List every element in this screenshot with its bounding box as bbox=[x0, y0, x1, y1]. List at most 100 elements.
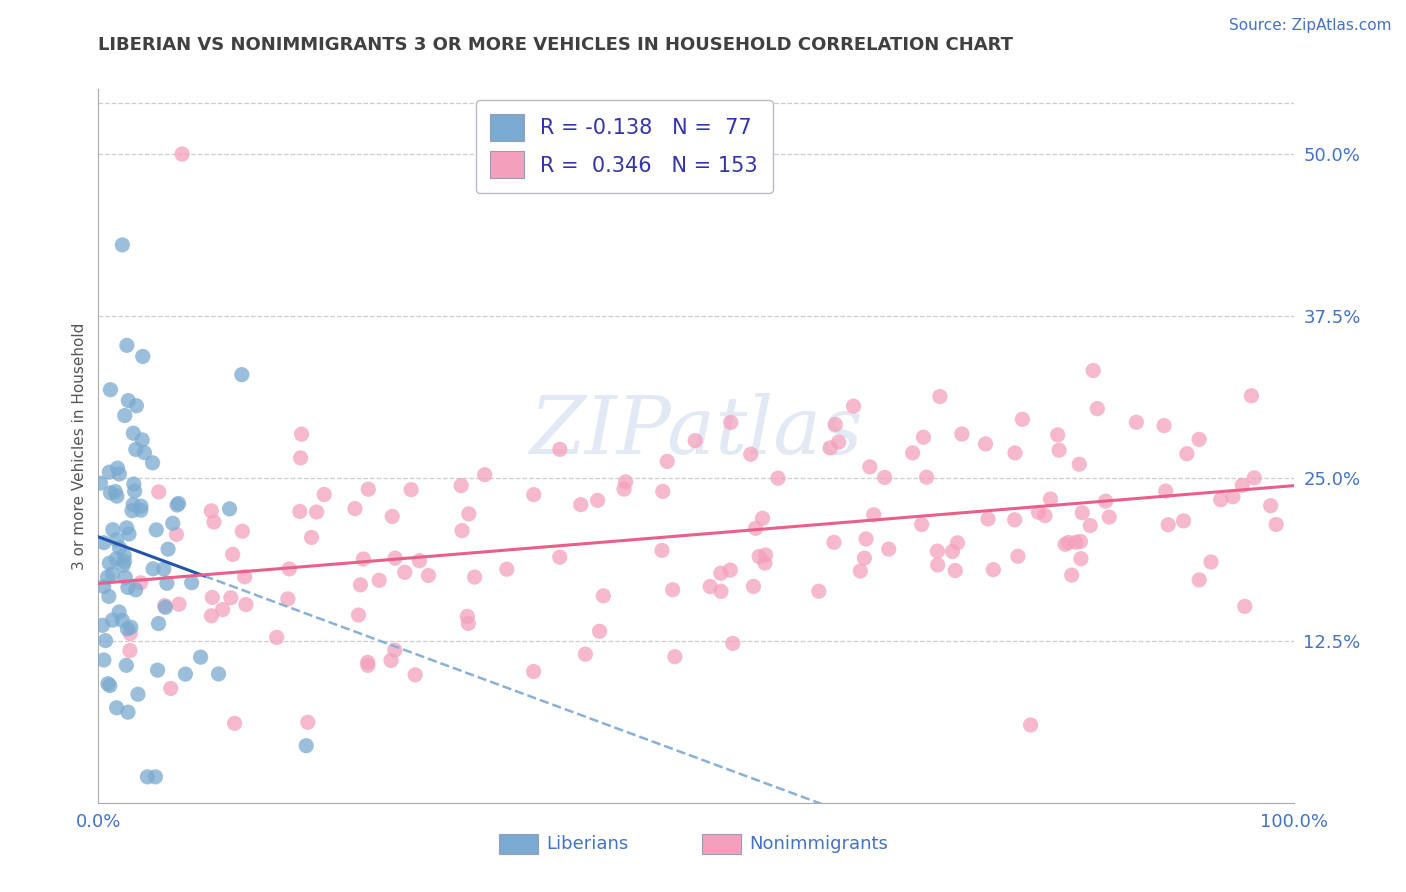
Point bbox=[1046, 428, 1069, 442]
Point bbox=[915, 470, 938, 484]
Point bbox=[134, 445, 156, 459]
Point bbox=[384, 643, 406, 657]
Point bbox=[153, 599, 176, 613]
Point bbox=[167, 496, 190, 510]
Point bbox=[523, 665, 546, 679]
Point bbox=[157, 542, 180, 557]
Point bbox=[927, 544, 949, 558]
Point bbox=[495, 562, 517, 576]
Point bbox=[710, 566, 733, 581]
Point bbox=[457, 507, 479, 521]
Point bbox=[352, 552, 374, 566]
Point bbox=[117, 622, 139, 636]
Point bbox=[127, 687, 149, 701]
Point bbox=[347, 607, 370, 622]
Point bbox=[166, 527, 188, 541]
Point bbox=[457, 616, 479, 631]
Point bbox=[1054, 537, 1077, 551]
Point bbox=[101, 566, 124, 581]
Point bbox=[301, 531, 323, 545]
Point bbox=[873, 470, 896, 484]
Point bbox=[1064, 535, 1087, 549]
Point bbox=[946, 536, 969, 550]
Point bbox=[569, 498, 592, 512]
Point bbox=[1071, 506, 1094, 520]
Point bbox=[233, 570, 256, 584]
Point bbox=[107, 461, 129, 475]
Point bbox=[136, 770, 159, 784]
Point bbox=[117, 705, 139, 719]
Point bbox=[101, 613, 124, 627]
Point bbox=[105, 489, 128, 503]
Point bbox=[190, 650, 212, 665]
Point bbox=[1188, 433, 1211, 447]
Point bbox=[105, 533, 128, 547]
Point bbox=[207, 667, 229, 681]
Point bbox=[200, 504, 222, 518]
Point bbox=[349, 578, 371, 592]
Point bbox=[974, 437, 997, 451]
Text: Liberians: Liberians bbox=[547, 835, 628, 853]
Point bbox=[115, 338, 138, 352]
FancyBboxPatch shape bbox=[702, 834, 741, 855]
Point bbox=[89, 476, 111, 491]
Point bbox=[124, 582, 146, 597]
Point bbox=[380, 653, 402, 667]
Point bbox=[1153, 418, 1175, 433]
Point bbox=[823, 535, 845, 549]
Text: LIBERIAN VS NONIMMIGRANTS 3 OR MORE VEHICLES IN HOUSEHOLD CORRELATION CHART: LIBERIAN VS NONIMMIGRANTS 3 OR MORE VEHI… bbox=[98, 36, 1014, 54]
Point bbox=[742, 579, 765, 593]
Point bbox=[174, 667, 197, 681]
Point bbox=[167, 597, 190, 611]
Point bbox=[343, 501, 366, 516]
Point bbox=[166, 498, 188, 512]
Point bbox=[592, 589, 614, 603]
Point bbox=[146, 663, 169, 677]
Point bbox=[305, 505, 328, 519]
Point bbox=[266, 631, 288, 645]
Point bbox=[111, 613, 134, 627]
Point bbox=[159, 681, 181, 696]
Point bbox=[96, 570, 118, 584]
Point bbox=[981, 563, 1004, 577]
Point bbox=[121, 503, 143, 517]
Point bbox=[1240, 389, 1263, 403]
Point bbox=[112, 549, 135, 563]
Point bbox=[399, 483, 422, 497]
Point bbox=[93, 580, 115, 594]
Text: Nonimmigrants: Nonimmigrants bbox=[749, 835, 889, 853]
Point bbox=[172, 147, 194, 161]
Point bbox=[657, 454, 679, 468]
Point bbox=[231, 524, 253, 539]
Point bbox=[586, 493, 609, 508]
Point bbox=[661, 582, 683, 597]
Point bbox=[224, 716, 246, 731]
Point bbox=[357, 658, 380, 673]
Point bbox=[235, 598, 257, 612]
Point bbox=[1173, 514, 1195, 528]
Point bbox=[120, 626, 142, 640]
Point bbox=[820, 441, 842, 455]
Point bbox=[721, 636, 744, 650]
Point bbox=[718, 563, 741, 577]
Point bbox=[1078, 518, 1101, 533]
Point bbox=[929, 390, 952, 404]
Point bbox=[1070, 551, 1092, 566]
Point bbox=[911, 517, 934, 532]
Point bbox=[221, 547, 243, 561]
Point bbox=[211, 602, 233, 616]
Point bbox=[368, 574, 391, 588]
Point bbox=[862, 508, 884, 522]
Point bbox=[977, 512, 1000, 526]
Point bbox=[853, 551, 876, 566]
Point bbox=[290, 427, 312, 442]
Point bbox=[129, 575, 152, 590]
Point bbox=[744, 521, 766, 535]
Point bbox=[1060, 568, 1083, 582]
Point bbox=[98, 556, 121, 570]
Point bbox=[218, 501, 240, 516]
Point bbox=[1260, 499, 1282, 513]
Point bbox=[295, 739, 318, 753]
Point bbox=[548, 442, 571, 457]
Point bbox=[231, 368, 253, 382]
